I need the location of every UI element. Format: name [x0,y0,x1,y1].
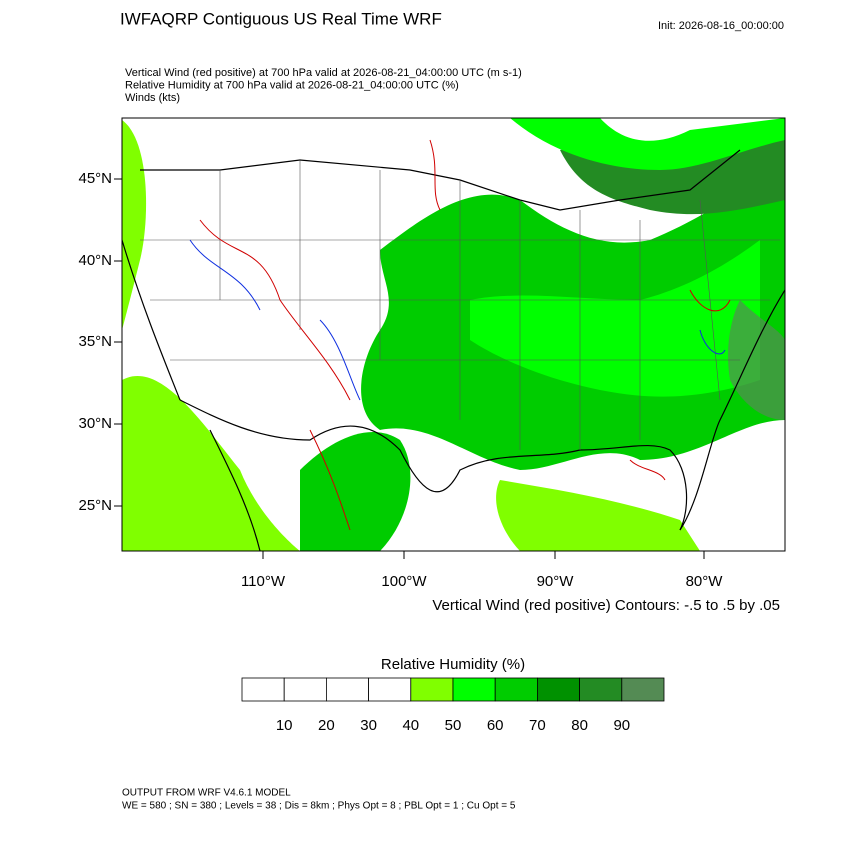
colorbar-box [241,677,285,702]
colorbar-label: 20 [318,717,335,734]
colorbar-box [537,677,581,702]
title: IWFAQRP Contiguous US Real Time WRF [120,9,442,28]
humidity-area [728,300,785,420]
colorbar-box [494,677,538,702]
humidity-area [470,240,760,397]
field-description: Winds (kts) [125,92,180,104]
colorbar: 10 20 30 40 50 60 70 80 90 [241,677,665,734]
colorbar-label: 30 [360,717,377,734]
longitude-label: 110°W [241,573,286,590]
map-frame [121,117,786,552]
colorbar-box [283,677,327,702]
init-time: Init: 2026-08-16_00:00:00 [658,20,784,32]
latitude-label: 40°N [78,252,112,269]
latitude-label: 25°N [78,497,112,514]
humidity-area [300,431,411,551]
colorbar-label: 90 [613,717,630,734]
footer-line: WE = 580 ; SN = 380 ; Levels = 38 ; Dis … [122,801,516,812]
longitude-label: 80°W [686,573,724,590]
colorbar-box [410,677,454,702]
colorbar-label: 80 [571,717,588,734]
colorbar-box [621,677,665,702]
longitude-label: 100°W [381,573,427,590]
vertical-wind-contours [189,239,726,401]
humidity-area [122,376,300,551]
field-description: Relative Humidity at 700 hPa valid at 20… [125,79,459,91]
colorbar-label: 50 [445,717,462,734]
footer-line: OUTPUT FROM WRF V4.6.1 MODEL [122,788,291,799]
humidity-area [510,118,785,170]
colorbar-label: 60 [487,717,504,734]
colorbar-label: 40 [402,717,419,734]
colorbar-box [325,677,369,702]
state-lines [140,160,780,450]
contour-note: Vertical Wind (red positive) Contours: -… [432,597,780,614]
latitude-label: 30°N [78,415,112,432]
vertical-wind-contours [199,139,731,531]
colorbar-box [368,677,412,702]
latitude-label: 35°N [78,333,112,350]
field-description: Vertical Wind (red positive) at 700 hPa … [125,67,522,79]
footer: OUTPUT FROM WRF V4.6.1 MODEL WE = 580 ; S… [122,788,516,812]
map: 45°N 40°N 35°N 30°N 25°N 110°W 100°W 90°W 80°W [78,117,786,590]
field-descriptions: Vertical Wind (red positive) at 700 hPa … [125,67,522,104]
borders [122,149,785,551]
colorbar-label: 10 [276,717,293,734]
longitude-label: 90°W [537,573,575,590]
colorbar-box [452,677,496,702]
latitude-label: 45°N [78,170,112,187]
colorbar-title: Relative Humidity (%) [381,656,525,673]
colorbar-box [579,677,623,702]
colorbar-label: 70 [529,717,546,734]
humidity-area [122,120,147,330]
map-axes: 45°N 40°N 35°N 30°N 25°N 110°W 100°W 90°W 80°W [78,170,723,590]
humidity-area [496,480,700,551]
